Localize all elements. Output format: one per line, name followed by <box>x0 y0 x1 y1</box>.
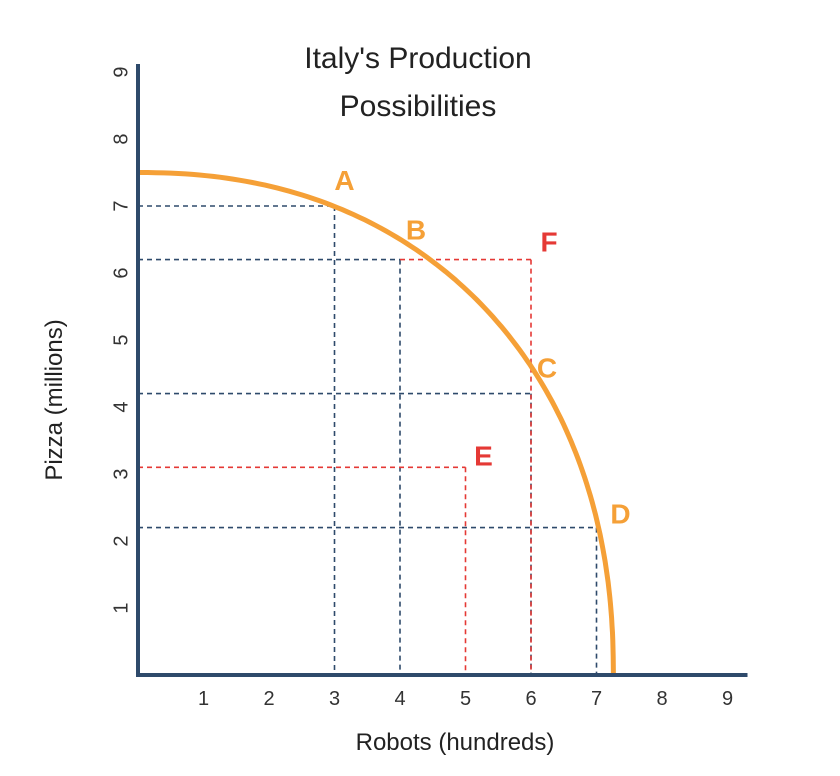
y-tick-label: 1 <box>110 602 132 613</box>
x-tick-label: 8 <box>656 688 667 710</box>
x-tick-label: 2 <box>263 688 274 710</box>
point-label-D: D <box>610 499 630 530</box>
x-tick-label: 7 <box>591 688 602 710</box>
x-tick-label: 6 <box>525 688 536 710</box>
chart-title-line-1: Italy's Production <box>304 42 532 75</box>
x-tick-label: 5 <box>460 688 471 710</box>
ppf-curve <box>138 170 616 676</box>
y-tick-label: 2 <box>110 535 132 546</box>
x-tick-labels: 1 2 3 4 5 6 7 8 9 <box>198 688 733 710</box>
point-label-E: E <box>474 440 493 471</box>
y-tick-label: 6 <box>110 267 132 278</box>
point-label-B: B <box>406 215 426 246</box>
point-label-C: C <box>537 353 557 384</box>
point-label-F: F <box>540 227 557 258</box>
y-tick-label: 9 <box>110 66 132 77</box>
x-axis-label: Robots (hundreds) <box>356 729 555 756</box>
x-tick-label: 3 <box>329 688 340 710</box>
y-tick-label: 3 <box>110 468 132 479</box>
x-tick-label: 1 <box>198 688 209 710</box>
point-label-A: A <box>334 165 354 196</box>
x-tick-label: 4 <box>394 688 405 710</box>
y-tick-labels: 1 2 3 4 5 6 7 8 9 <box>110 66 132 613</box>
x-tick-label: 9 <box>722 688 733 710</box>
y-tick-label: 4 <box>110 401 132 412</box>
y-tick-label: 8 <box>110 133 132 144</box>
guide-lines <box>138 205 598 675</box>
y-axis-label: Pizza (millions) <box>41 319 68 480</box>
chart-title-line-2: Possibilities <box>340 90 497 123</box>
y-tick-label: 7 <box>110 200 132 211</box>
y-tick-label: 5 <box>110 334 132 345</box>
point-labels: A B C D E F <box>334 165 630 530</box>
